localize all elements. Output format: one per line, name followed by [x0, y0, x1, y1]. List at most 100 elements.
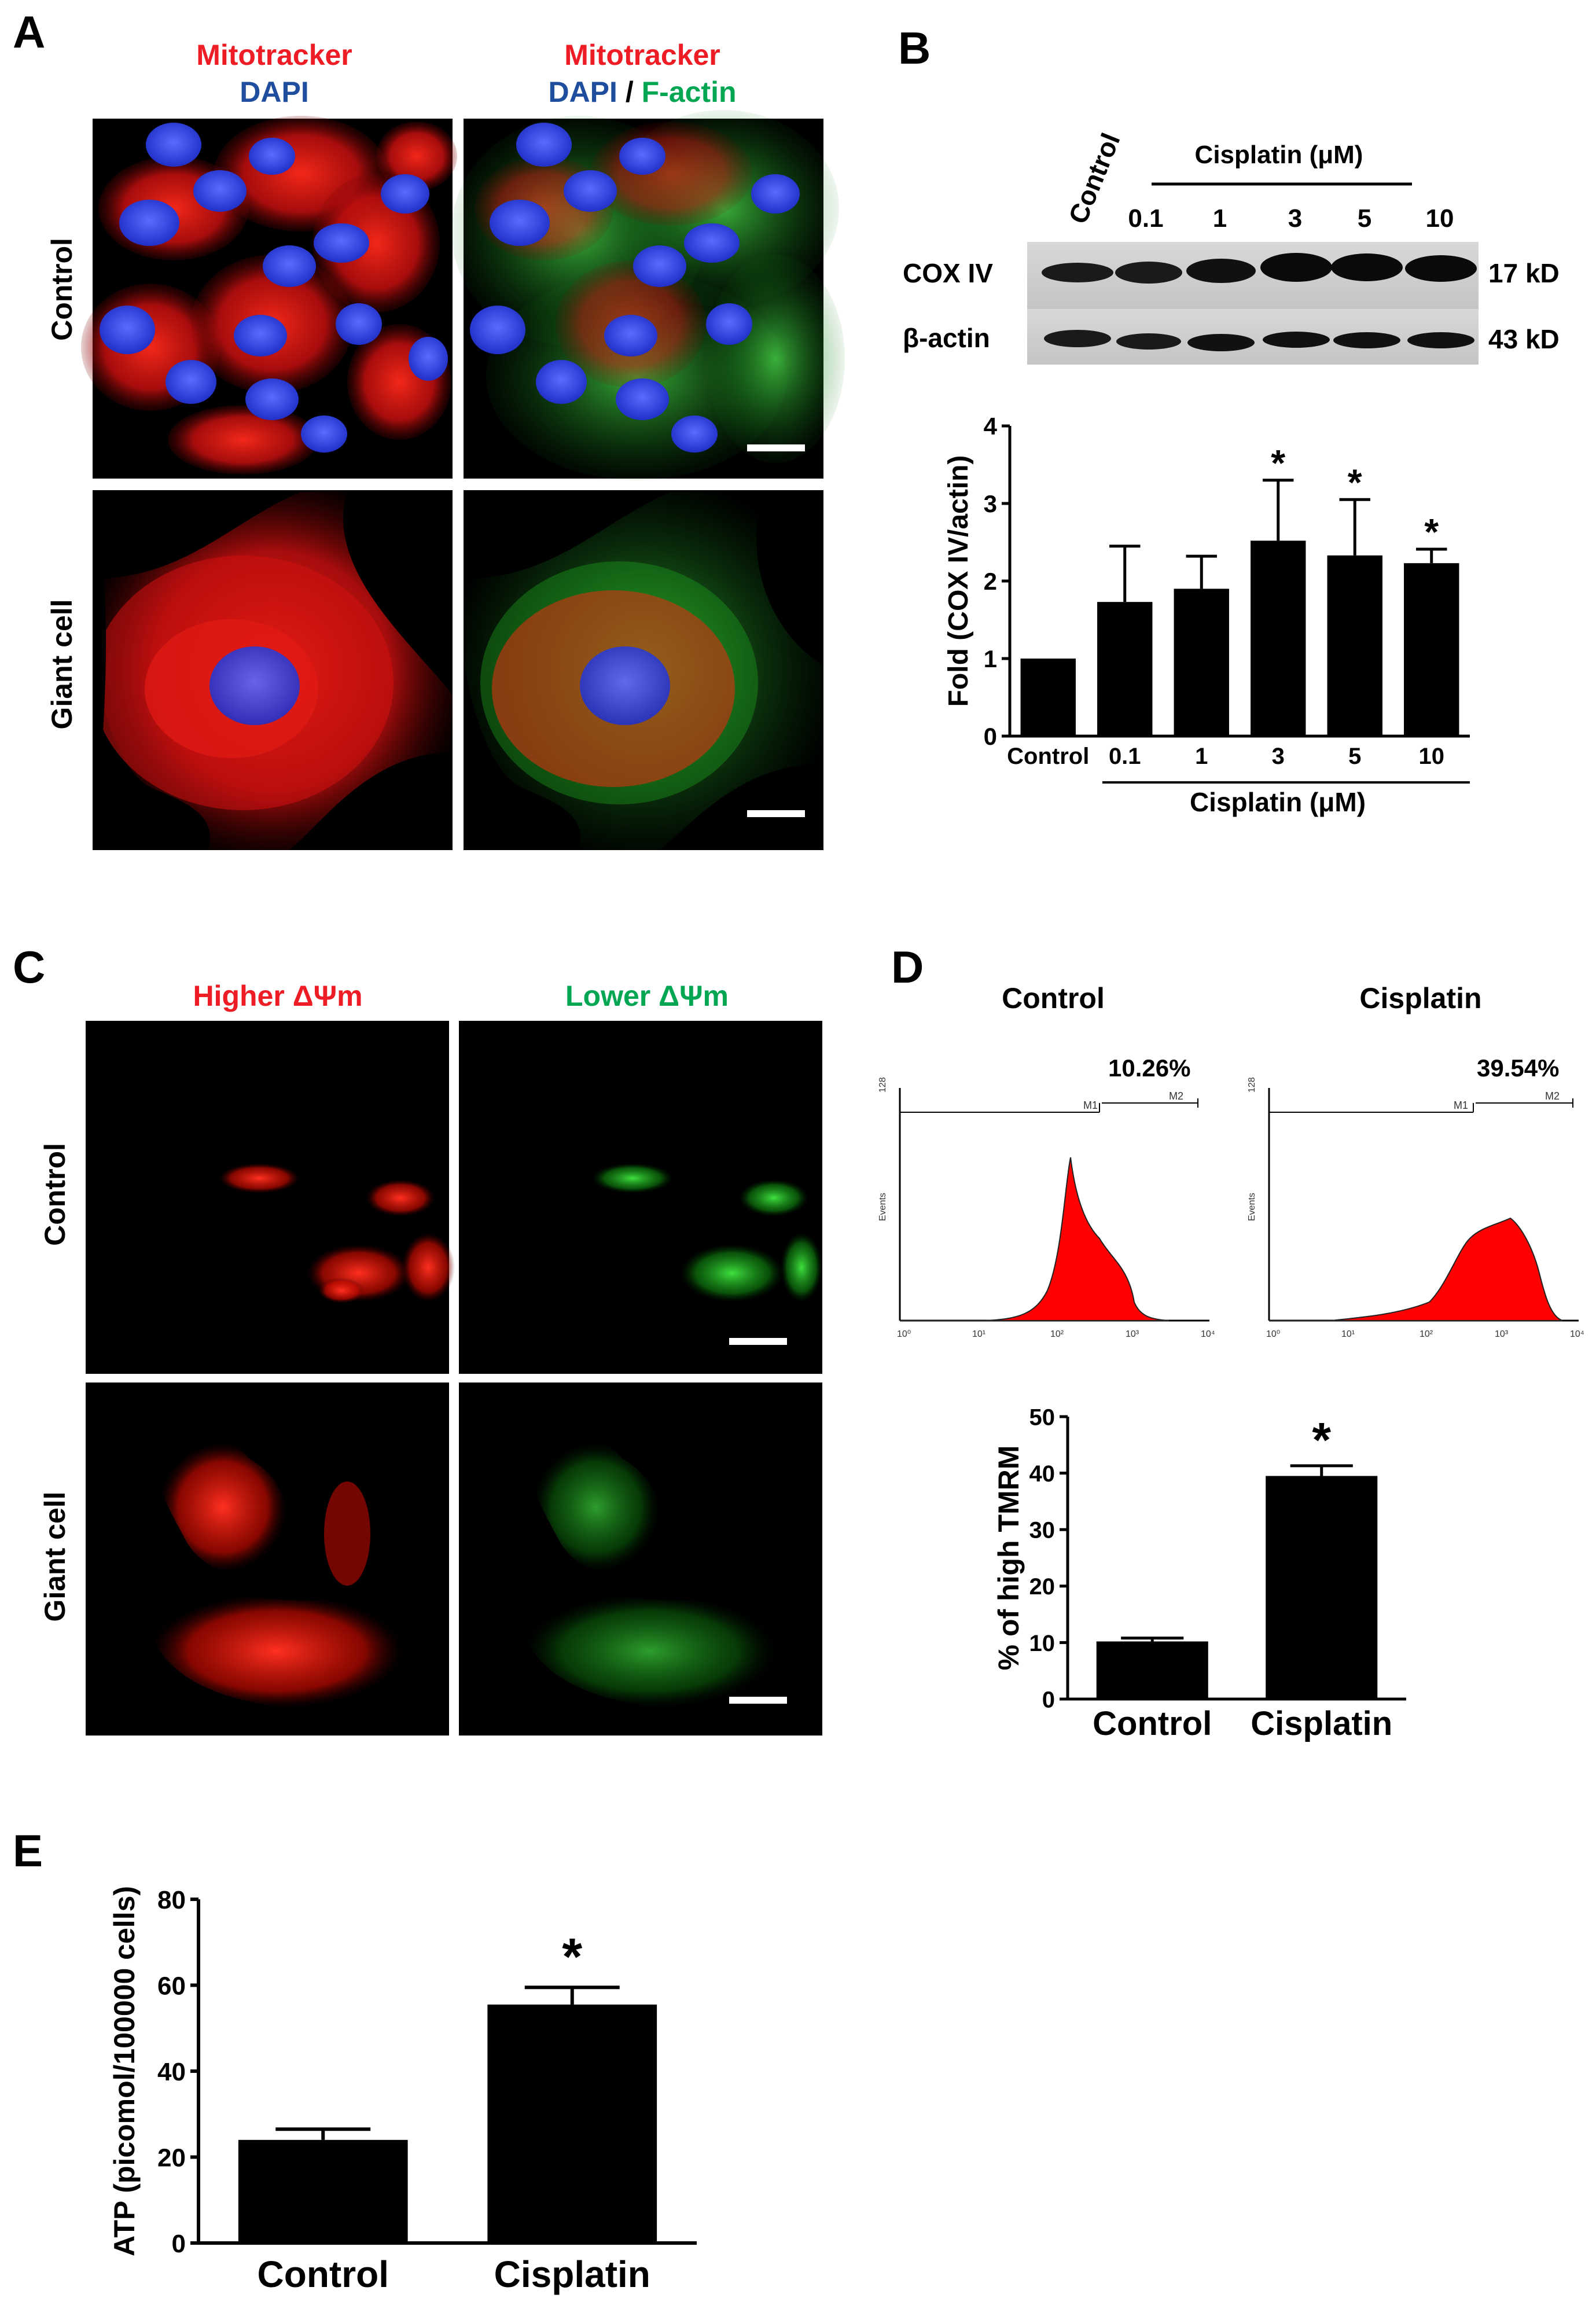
- panel-c-row-label-giant: Giant cell: [39, 1491, 71, 1622]
- scale-bar: [747, 810, 805, 817]
- bar: [1266, 1476, 1378, 1699]
- panel-e-letter: E: [13, 1825, 43, 1876]
- bar: [487, 2004, 657, 2243]
- histogram-control: 10.26% 128 Events M1 M2 10⁰ 10¹ 10² 10³ …: [878, 1054, 1215, 1339]
- histogram-percent: 39.54%: [1477, 1054, 1559, 1082]
- panel-c-col2-label: Lower ΔΨm: [565, 980, 729, 1012]
- chart-b-cox4-fold: 0 1 2 3 4 Fold (COX IV/actin) Control 0.1 1 * 3 * 5 *…: [943, 413, 1470, 784]
- blot-cisplatin-label: Cisplatin (μM): [1195, 141, 1363, 169]
- panel-a-letter: A: [13, 6, 45, 57]
- histogram-ylabel: Events: [1247, 1193, 1257, 1221]
- bar: [1404, 563, 1459, 736]
- x-tick-label: 0.1: [1109, 744, 1141, 769]
- micrograph-c-control-red: [86, 1021, 455, 1374]
- significance-marker: *: [1312, 1413, 1331, 1467]
- significance-marker: *: [1424, 511, 1439, 553]
- y-tick-label: 3: [984, 490, 997, 517]
- bar: [1096, 1641, 1208, 1699]
- bar: [1251, 541, 1306, 736]
- panel-c: C Higher ΔΨm Lower ΔΨm Control Giant cel…: [13, 942, 822, 1736]
- panel-a-row-label-giant: Giant cell: [46, 599, 78, 729]
- histogram-xtick: 10³: [1495, 1329, 1509, 1339]
- y-tick-label: 0: [172, 2230, 186, 2258]
- histogram-marker-m2: M2: [1545, 1090, 1560, 1102]
- panel-e: E 0 20 40 60 80 ATP (picomol/100000 cells) Con…: [13, 1825, 697, 2295]
- x-tick-label: 10: [1419, 744, 1445, 769]
- y-axis-label: ATP (picomol/100000 cells): [108, 1886, 141, 2256]
- blot-row-label: β-actin: [903, 323, 990, 353]
- significance-marker: *: [1348, 461, 1362, 503]
- panel-a-col1-label: Mitotracker: [196, 39, 352, 71]
- histogram-xtick: 10¹: [972, 1329, 985, 1339]
- blot-lane-label: 1: [1213, 204, 1227, 233]
- y-tick-label: 2: [984, 568, 997, 595]
- panel-b-letter: B: [898, 23, 931, 73]
- scale-bar: [747, 444, 805, 451]
- histogram-marker-m1: M1: [1454, 1100, 1468, 1111]
- y-axis-label: % of high TMRM: [992, 1446, 1025, 1671]
- histogram-xtick: 10⁴: [1201, 1329, 1215, 1339]
- scale-bar: [729, 1338, 787, 1345]
- y-tick-label: 40: [157, 2058, 186, 2086]
- panel-a-col2-label: Mitotracker: [564, 39, 720, 71]
- panel-a: A Mitotracker DAPI Mitotracker DAPI / F-…: [13, 6, 845, 850]
- histogram-cisplatin: 39.54% 128 Events M1 M2 10⁰ 10¹ 10² 10³ …: [1247, 1054, 1584, 1339]
- histogram-xtick: 10²: [1050, 1329, 1064, 1339]
- blot-cox4: [1027, 242, 1479, 310]
- micrograph-c-giant-red: [86, 1383, 449, 1736]
- x-tick-label: Control: [1093, 1705, 1212, 1742]
- y-tick-label: 20: [157, 2143, 186, 2172]
- significance-marker: *: [1271, 442, 1285, 484]
- y-tick-label: 60: [157, 1972, 186, 2000]
- histogram-xtick: 10⁰: [1266, 1329, 1280, 1339]
- histogram-title: Control: [1002, 982, 1105, 1014]
- y-tick-label: 10: [1029, 1631, 1056, 1656]
- micrograph-a-giant-merge: [464, 490, 823, 850]
- bar: [1327, 555, 1382, 736]
- histogram-xtick: 10⁰: [897, 1329, 911, 1339]
- x-tick-label: Control: [1007, 744, 1089, 769]
- blot-row-label: COX IV: [903, 258, 993, 288]
- panel-c-col1-label: Higher ΔΨm: [193, 980, 362, 1012]
- histogram-title: Cisplatin: [1359, 982, 1481, 1014]
- panel-b: B Control Cisplatin (μM) 0.1 1 3 5 10 CO…: [898, 23, 1560, 817]
- histogram-marker-m1: M1: [1083, 1100, 1098, 1111]
- micrograph-a-control-merge: [451, 110, 845, 480]
- y-tick-label: 20: [1029, 1574, 1056, 1600]
- histogram-xtick: 10²: [1420, 1329, 1433, 1339]
- y-tick-label: 30: [1029, 1518, 1056, 1543]
- x-tick-label: 3: [1272, 744, 1285, 769]
- micrograph-a-control-mito-dapi: [81, 116, 457, 479]
- x-tick-label: 1: [1195, 744, 1208, 769]
- dapi-stain-label: DAPI: [548, 76, 617, 108]
- panel-d: D Control Cisplatin 10.26% 128 Events M1…: [878, 942, 1584, 1742]
- y-axis-label: Fold (COX IV/actin): [943, 455, 974, 707]
- histogram-marker-m2: M2: [1169, 1090, 1183, 1102]
- panel-c-letter: C: [13, 942, 45, 992]
- significance-marker: *: [562, 1928, 582, 1986]
- x-tick-label: Cisplatin: [1251, 1705, 1392, 1742]
- blot-size-label: 17 kD: [1488, 258, 1560, 288]
- y-tick-label: 0: [984, 723, 997, 750]
- y-tick-label: 1: [984, 645, 997, 672]
- y-tick-label: 0: [1042, 1687, 1055, 1712]
- bar: [1020, 659, 1076, 736]
- micrograph-c-giant-green: [459, 1383, 822, 1736]
- bar: [1174, 589, 1229, 736]
- chart-b-group-label: Cisplatin (μM): [1190, 787, 1366, 817]
- histogram-xtick: 10⁴: [1570, 1329, 1584, 1339]
- stain-separator: /: [617, 76, 642, 108]
- blot-lane-label: 5: [1358, 204, 1371, 233]
- histogram-xtick: 10¹: [1341, 1329, 1355, 1339]
- y-tick-label: 50: [1029, 1404, 1056, 1430]
- histogram-ymax: 128: [878, 1077, 888, 1093]
- x-tick-label: Control: [258, 2253, 389, 2295]
- histogram-ymax: 128: [1247, 1077, 1257, 1093]
- chart-e-atp: 0 20 40 60 80 ATP (picomol/100000 cells) Contr…: [108, 1886, 697, 2295]
- x-tick-label: 5: [1348, 744, 1361, 769]
- panel-a-col1-label-dapi: DAPI: [240, 76, 308, 108]
- blot-beta-actin: [1027, 309, 1479, 365]
- x-tick-label: Cisplatin: [494, 2253, 650, 2295]
- panel-a-row-label-control: Control: [46, 238, 78, 341]
